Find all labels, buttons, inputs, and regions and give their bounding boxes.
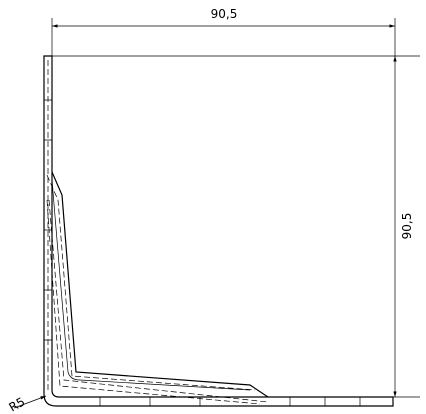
width-dimension: 90,5 [51, 7, 396, 56]
radius-label: R5 [7, 394, 28, 414]
height-label: 90,5 [400, 213, 414, 240]
height-dimension: 90,5 [52, 55, 420, 398]
radius-dimension: R5 [7, 394, 47, 414]
width-label: 90,5 [211, 7, 238, 21]
bracket [43, 55, 394, 407]
